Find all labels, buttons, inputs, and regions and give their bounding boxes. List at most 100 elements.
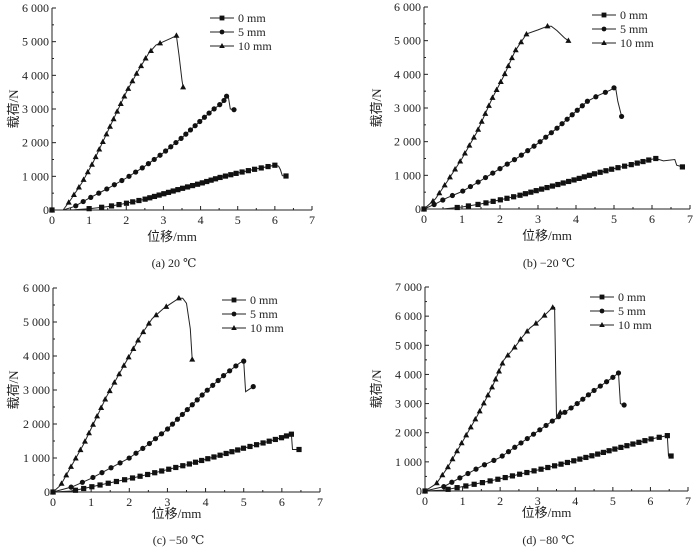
- circle-marker: [597, 383, 603, 389]
- x-axis-title: 位移/mm: [522, 505, 572, 520]
- square-marker: [640, 158, 646, 165]
- triangle-marker: [80, 176, 87, 182]
- y-tick-label: 2 000: [395, 426, 422, 440]
- x-tick-label: 5: [610, 494, 616, 508]
- y-axis-title: 载荷/N: [369, 88, 384, 128]
- square-marker: [624, 443, 630, 449]
- legend-label: 10 mm: [620, 36, 654, 50]
- square-marker: [272, 436, 278, 443]
- circle-marker: [603, 379, 610, 385]
- triangle-marker: [508, 54, 515, 61]
- square-marker: [161, 191, 167, 197]
- circle-marker: [90, 474, 96, 481]
- circle-marker: [145, 161, 152, 167]
- y-axis-title: 载荷/N: [6, 370, 21, 410]
- x-tick-label: 6: [279, 495, 285, 509]
- square-marker: [601, 12, 607, 18]
- square-marker: [566, 178, 572, 185]
- x-tick-label: 4: [573, 212, 579, 226]
- series-0-mm: [49, 162, 289, 213]
- triangle-marker: [492, 376, 499, 382]
- subplot-d: 0 1 2 3 4 5 6 7 0 1 000 2 000 3 000 4 000 5 000 6 000 7…: [369, 280, 691, 547]
- triangle-marker: [511, 344, 518, 350]
- triangle-marker: [175, 295, 182, 301]
- triangle-marker: [444, 463, 451, 470]
- circle-marker: [164, 426, 171, 432]
- circle-marker: [619, 113, 625, 120]
- square-marker: [152, 470, 158, 476]
- square-marker: [465, 203, 472, 209]
- square-marker: [668, 453, 674, 459]
- triangle-marker: [116, 370, 123, 377]
- circle-marker: [80, 198, 86, 205]
- square-marker: [648, 436, 654, 442]
- triangle-marker: [436, 189, 443, 196]
- square-marker: [194, 181, 201, 187]
- y-tick-label: 5 000: [23, 315, 50, 329]
- square-marker: [615, 165, 621, 171]
- triangle-marker: [461, 150, 468, 156]
- triangle-marker: [421, 205, 427, 212]
- circle-marker: [504, 161, 510, 167]
- subplot-caption: (d) −80 ℃: [522, 533, 574, 547]
- square-marker: [606, 448, 612, 454]
- y-tick-label: 3 000: [394, 101, 421, 115]
- x-tick-label: 1: [88, 495, 94, 509]
- square-marker: [475, 201, 481, 208]
- triangle-marker: [133, 70, 140, 76]
- triangle-marker: [441, 181, 448, 188]
- square-marker: [266, 438, 272, 444]
- circle-marker: [549, 418, 555, 424]
- legend-label: 5 mm: [250, 307, 278, 321]
- square-marker: [247, 443, 253, 450]
- circle-marker: [223, 93, 230, 99]
- circle-marker: [543, 422, 549, 429]
- square-marker: [219, 15, 225, 21]
- triangle-marker: [523, 30, 530, 37]
- triangle-marker: [189, 356, 196, 362]
- square-marker: [129, 475, 136, 481]
- y-tick-label: 7 000: [395, 280, 422, 294]
- triangle-marker: [599, 322, 605, 327]
- square-marker: [531, 468, 537, 474]
- triangle-marker: [129, 77, 136, 84]
- square-marker: [222, 173, 229, 179]
- circle-marker: [152, 436, 159, 442]
- triangle-marker: [422, 487, 428, 494]
- x-axis-title: 位移/mm: [147, 229, 197, 244]
- square-marker: [165, 189, 172, 195]
- series-10-mm: [50, 295, 196, 495]
- square-marker: [479, 480, 486, 486]
- square-marker: [576, 175, 582, 182]
- circle-marker: [157, 152, 163, 158]
- triangle-marker: [102, 396, 109, 402]
- square-marker: [581, 174, 587, 180]
- circle-marker: [99, 470, 105, 476]
- triangle-marker: [466, 142, 473, 148]
- square-marker: [72, 487, 79, 493]
- legend-label: 5 mm: [620, 22, 648, 36]
- triangle-marker: [489, 384, 496, 390]
- square-marker: [116, 201, 122, 208]
- square-marker: [483, 200, 489, 206]
- circle-marker: [559, 121, 565, 127]
- triangle-marker: [96, 146, 103, 152]
- series-line: [424, 306, 561, 492]
- y-tick-label: 2 000: [22, 136, 49, 150]
- square-marker: [166, 466, 172, 472]
- subplot-caption: (a) 20 ℃: [152, 256, 197, 270]
- y-tick-label: 6 000: [23, 281, 50, 295]
- triangle-marker: [565, 37, 572, 43]
- square-marker: [583, 454, 589, 461]
- circle-marker: [524, 435, 530, 442]
- square-marker: [646, 157, 652, 163]
- square-marker: [179, 185, 186, 191]
- square-marker: [208, 177, 214, 183]
- square-marker: [258, 165, 264, 171]
- circle-marker: [482, 174, 489, 181]
- triangle-marker: [110, 115, 117, 122]
- circle-marker: [187, 127, 194, 133]
- triangle-marker: [120, 362, 127, 368]
- square-marker: [113, 478, 120, 485]
- x-tick-label: 1: [459, 212, 465, 226]
